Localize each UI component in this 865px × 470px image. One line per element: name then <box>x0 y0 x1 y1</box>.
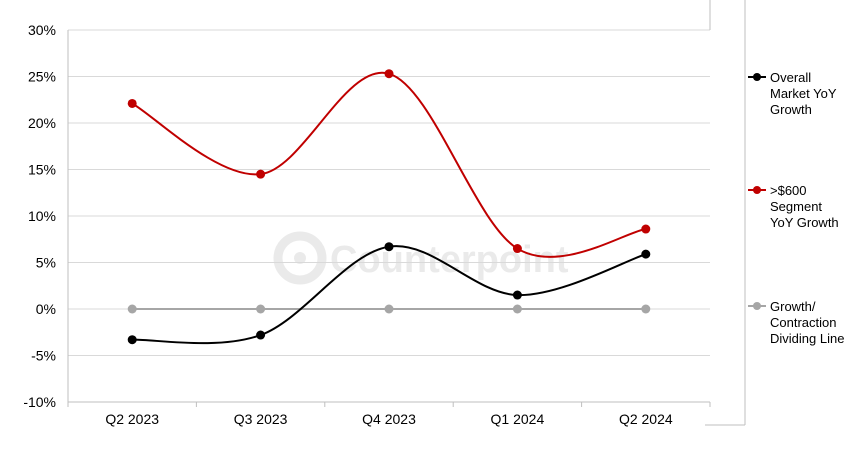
series-1-point <box>256 169 266 179</box>
series-2-point <box>384 304 394 314</box>
series-1-point <box>641 224 651 234</box>
watermark-text: Counterpoint <box>330 239 569 281</box>
series-0-point <box>384 242 394 252</box>
series-2-point <box>512 304 522 314</box>
legend-label: Growth <box>770 102 812 117</box>
series-1-point <box>512 244 522 254</box>
y-tick-label: 5% <box>36 255 56 271</box>
y-tick-label: -5% <box>31 348 56 364</box>
counterpoint-logo-dot-icon <box>294 252 306 264</box>
legend-label: YoY Growth <box>770 215 839 230</box>
series-0-point <box>641 249 651 259</box>
x-tick-label: Q3 2023 <box>234 411 288 427</box>
series-2-point <box>127 304 137 314</box>
counterpoint-logo-icon <box>273 231 327 285</box>
y-tick-label: 15% <box>28 162 56 178</box>
legend-swatch-marker <box>753 186 761 194</box>
x-tick-label: Q2 2024 <box>619 411 673 427</box>
series-0-point <box>512 290 522 300</box>
legend-swatch-marker <box>753 302 761 310</box>
series-0-point <box>127 335 137 345</box>
legend-label: Growth/ <box>770 299 816 314</box>
legend-label: >$600 <box>770 183 807 198</box>
y-tick-label: 30% <box>28 22 56 38</box>
legend-label: Contraction <box>770 315 836 330</box>
axes <box>67 0 746 426</box>
y-tick-label: 25% <box>28 69 56 85</box>
y-tick-label: 10% <box>28 208 56 224</box>
series-2-point <box>641 304 651 314</box>
series-2-point <box>256 304 266 314</box>
y-tick-label: 20% <box>28 115 56 131</box>
x-tick-label: Q4 2023 <box>362 411 416 427</box>
y-tick-label: 0% <box>36 301 56 317</box>
watermark: Counterpoint <box>273 231 569 285</box>
series-lines <box>127 69 651 345</box>
x-tick-label: Q1 2024 <box>491 411 545 427</box>
legend-swatch-marker <box>753 73 761 81</box>
x-tick-label: Q2 2023 <box>105 411 159 427</box>
series-line-1 <box>131 71 646 258</box>
legend-label: Overall <box>770 70 811 85</box>
x-tick-labels: Q2 2023 Q3 2023 Q4 2023 Q1 2024 Q2 2024 <box>105 411 673 427</box>
series-0-point <box>256 330 266 340</box>
legend-label: Dividing Line <box>770 331 844 346</box>
y-tick-labels: 30% 25% 20% 15% 10% 5% 0% -5% -10% <box>23 22 56 410</box>
series-1-point <box>127 98 137 108</box>
series-1-point <box>384 69 394 79</box>
y-tick-label: -10% <box>23 394 56 410</box>
legend-label: Market YoY <box>770 86 837 101</box>
legend-label: Segment <box>770 199 822 214</box>
